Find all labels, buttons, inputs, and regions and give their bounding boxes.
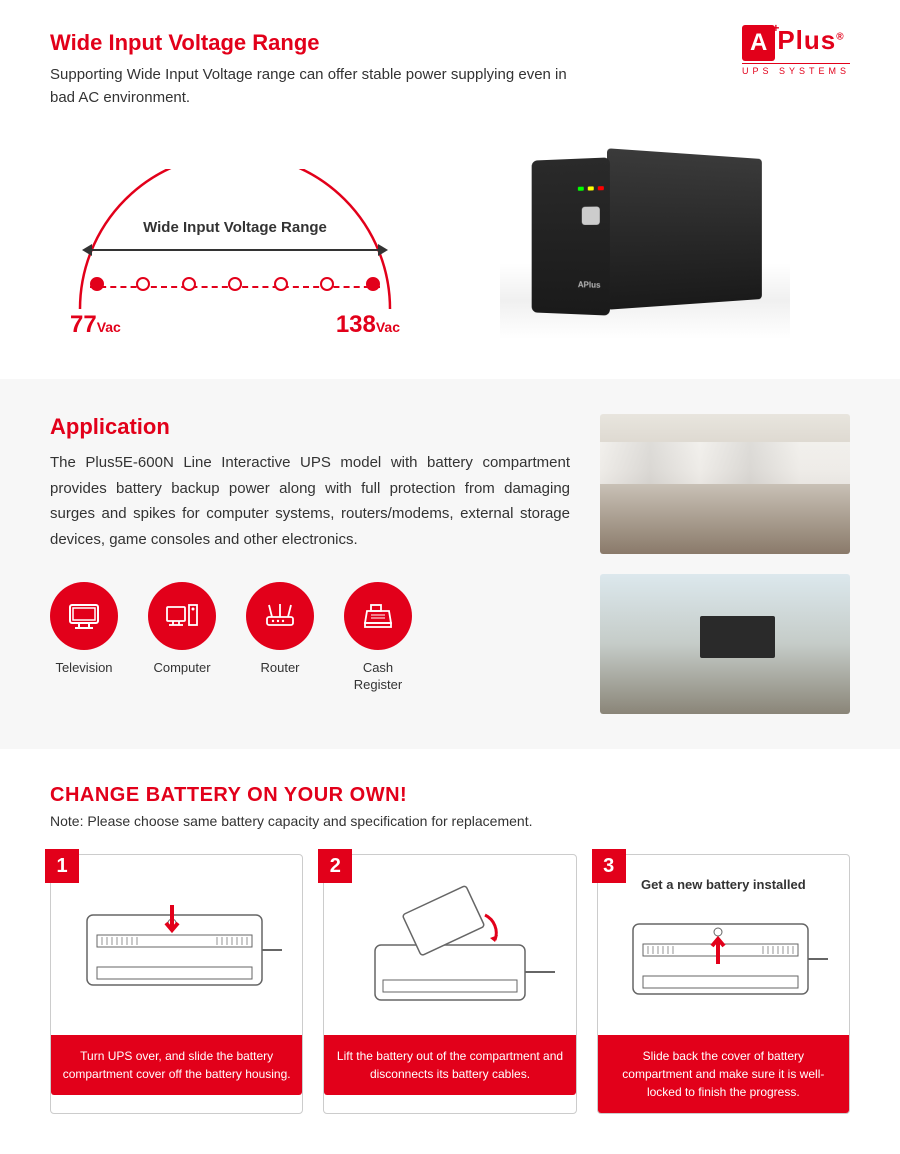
logo-tagline: UPS SYSTEMS — [742, 63, 850, 76]
range-dots — [90, 286, 380, 288]
app-cash-register: Cash Register — [344, 582, 412, 694]
cash-register-icon — [344, 582, 412, 650]
cash-register-label: Cash Register — [344, 660, 412, 694]
step-2: 2 Lift the battery out of the compartmen… — [323, 854, 576, 1114]
router-icon — [246, 582, 314, 650]
step-2-number: 2 — [318, 849, 352, 883]
section1-desc: Supporting Wide Input Voltage range can … — [50, 64, 590, 109]
brand-logo: A+ Plus® UPS SYSTEMS — [742, 25, 850, 76]
section3-title: CHANGE BATTERY ON YOUR OWN! — [50, 784, 850, 807]
app-television: Television — [50, 582, 118, 694]
range-label: Wide Input Voltage Range — [143, 219, 327, 236]
step-3-number: 3 — [592, 849, 626, 883]
logo-name: Plus® — [777, 25, 844, 56]
app-computer: Computer — [148, 582, 216, 694]
step-2-diagram — [324, 855, 575, 1035]
tv-label: Television — [50, 660, 118, 677]
application-icons: Television Computer Router Cash Register — [50, 582, 570, 694]
max-voltage: 138Vac — [336, 311, 400, 339]
router-label: Router — [246, 660, 314, 677]
application-section: Application The Plus5E-600N Line Interac… — [0, 379, 900, 749]
section3-note: Note: Please choose same battery capacit… — [50, 813, 850, 829]
step-1-diagram — [51, 855, 302, 1035]
step-1-number: 1 — [45, 849, 79, 883]
office-photo — [600, 414, 850, 554]
app-router: Router — [246, 582, 314, 694]
step-3-diagram: Get a new battery installed — [598, 855, 849, 1035]
section1-title: Wide Input Voltage Range — [50, 30, 850, 56]
tv-icon — [50, 582, 118, 650]
battery-change-section: CHANGE BATTERY ON YOUR OWN! Note: Please… — [0, 749, 900, 1154]
step-2-caption: Lift the battery out of the compartment … — [324, 1035, 575, 1095]
step-1: 1 Turn UPS over, and slide the battery c… — [50, 854, 303, 1114]
voltage-range-section: A+ Plus® UPS SYSTEMS Wide Input Voltage … — [0, 0, 900, 379]
section2-title: Application — [50, 414, 570, 440]
step-3: 3 Get a new battery installed Slide back… — [597, 854, 850, 1114]
step-1-caption: Turn UPS over, and slide the battery com… — [51, 1035, 302, 1095]
min-voltage: 77Vac — [70, 311, 121, 339]
step-3-subtitle: Get a new battery installed — [641, 877, 806, 892]
computer-icon — [148, 582, 216, 650]
logo-box: A+ — [742, 25, 775, 61]
computer-label: Computer — [148, 660, 216, 677]
step-3-caption: Slide back the cover of battery compartm… — [598, 1035, 849, 1113]
section2-desc: The Plus5E-600N Line Interactive UPS mod… — [50, 450, 570, 552]
voltage-range-diagram: Wide Input Voltage Range 77Vac 138Vac — [50, 169, 420, 339]
living-room-photo — [600, 574, 850, 714]
range-arrow — [90, 249, 380, 251]
ups-product-image: APlus — [500, 149, 790, 339]
